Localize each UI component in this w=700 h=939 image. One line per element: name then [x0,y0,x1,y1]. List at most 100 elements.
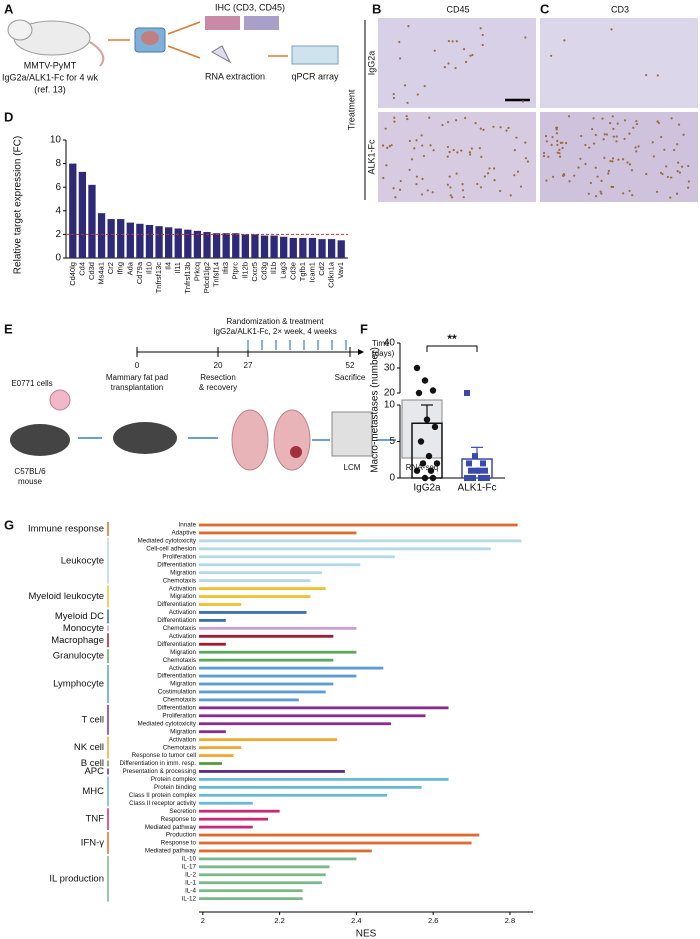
bar [199,611,307,614]
bar [199,579,311,583]
x-tick-label: Cd4 [77,262,86,276]
stain-dot [596,175,599,178]
stain-dot [452,148,455,152]
stain-dot [591,127,594,131]
stain-dot [687,186,690,189]
stain-dot [612,135,615,138]
stain-dot [626,161,629,164]
y-tick-label: 20 [384,388,396,399]
data-point [484,475,490,481]
stain-dot [550,143,553,146]
stain-dot [603,133,606,136]
stain-dot [555,126,558,129]
group-label: NK cell [74,742,104,753]
stain-dot [469,153,472,156]
stain-dot [568,180,571,183]
x-axis-label: NES [356,929,377,939]
stain-dot [393,116,396,119]
row-label: Response to tumor cell [132,752,196,759]
y-tick-label: 2 [55,229,61,240]
bar [199,801,253,805]
stain-dot [399,179,402,183]
x-tick-label: Tnfsf14 [212,262,221,287]
group-label: Granulocyte [53,651,104,662]
stain-dot [645,172,648,176]
y-axis-label: Relative target expression (FC) [13,136,24,274]
row-label: IL-17 [182,864,197,871]
row-label: Costimulation [158,689,197,696]
ref-text: (ref. 13) [34,84,66,94]
x-tick-label: Lag3 [279,262,288,279]
row-label: Migration [170,728,196,735]
bar [199,603,242,606]
stain-dot [588,146,591,149]
stain-dot [461,183,464,186]
mouse-text: C57BL/6 [14,467,46,476]
stain-dot [628,189,631,193]
bar [199,785,422,789]
y-tick-label: 5 [389,436,395,447]
stain-dot [415,183,418,186]
stain-dot [634,146,637,149]
stain-dot [656,74,659,77]
stain-dot [673,148,676,152]
x-tick-label: 2.4 [351,916,361,925]
stain-dot [635,150,638,153]
stain-dot [513,148,516,152]
stain-dot [499,126,502,129]
row-label: Migration [170,681,196,688]
x-tick-label: 2.6 [428,916,438,925]
data-point [429,387,437,394]
stain-dot [580,134,583,138]
metastasis [290,446,302,458]
bar [117,219,125,258]
stain-dot [562,173,565,176]
stain-dot [478,146,481,150]
stain-dot [657,121,660,124]
stain-dot [481,33,484,37]
stain-dot [637,145,640,148]
bar [199,762,223,765]
group-label: Macrophage [51,635,104,646]
stain-dot [441,123,444,127]
row-label: Class II protein complex [129,792,197,799]
x-tick-label: Ptprc [231,262,240,280]
stain-dot [547,155,550,158]
stain-dot [421,144,424,147]
stain-dot [605,133,609,136]
micrograph [540,112,698,202]
stain-dot [446,145,450,149]
stain-dot [420,134,423,137]
stain-dot [594,166,597,169]
stain-dot [623,137,626,140]
stain-dot [388,145,391,148]
x-tick-label: Il11 [173,262,182,274]
stain-dot [470,147,473,150]
stain-dot [556,139,559,143]
data-point [464,390,470,396]
stain-dot [486,172,490,175]
stain-dot [505,129,508,132]
bar [199,722,391,726]
x-tick-label: ALK1-Fc [458,483,497,494]
timeline-text: Randomization & treatment [227,317,325,326]
stain-dot [579,157,582,160]
stain-dot [558,155,562,158]
x-tick-label: 2.8 [505,916,515,925]
stain-dot [577,166,580,169]
y-axis-label: Macro-metastases (number) [370,347,381,473]
x-tick-label: Cr2 [106,262,115,274]
y-tick-label: 10 [50,135,62,146]
stain-dot [544,135,548,138]
stain-dot [655,190,659,193]
bar [199,571,322,575]
timeline-text: IgG2a/ALK1-Fc, 2× week, 4 weeks [213,327,336,336]
data-point [425,452,433,460]
stain-dot [656,120,659,123]
mouse-tail [89,41,105,67]
stain-dot [428,116,431,119]
timeline-tick-label: 27 [244,361,253,370]
stain-dot [609,159,612,163]
qpcr-plate [291,45,339,65]
row-label: Mediated pathway [145,824,197,831]
